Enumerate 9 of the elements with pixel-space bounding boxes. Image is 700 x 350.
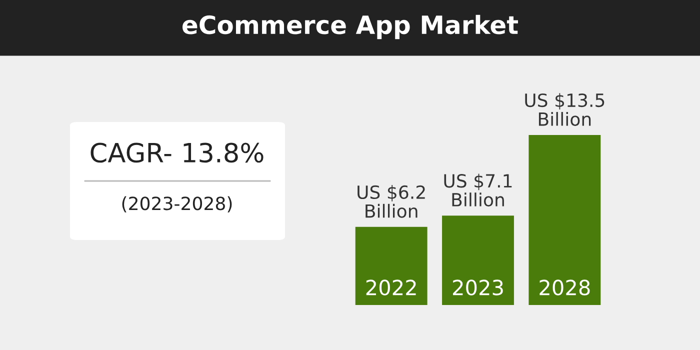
data-label: US $13.5 Billion <box>525 93 604 126</box>
text: (2023-2028) <box>122 196 232 212</box>
chart-title: eCommerce App Market <box>182 14 518 40</box>
text: CAGR- 13.8% <box>90 142 264 163</box>
x-tick-label: 2028 <box>540 280 590 296</box>
x-tick-label: 2022 <box>366 280 416 296</box>
data-label: US $6.2 Billion <box>358 185 425 218</box>
x-tick-label: 2023 <box>453 280 503 296</box>
data-label: US $7.1 Billion <box>444 174 512 207</box>
